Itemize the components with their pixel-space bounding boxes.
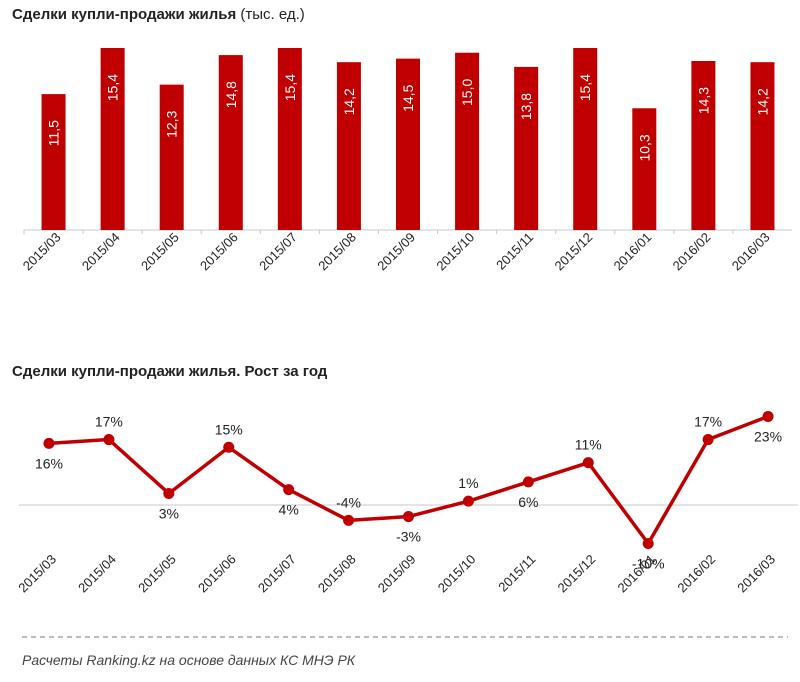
line-value-label: 1%	[458, 475, 478, 491]
line-x-tick-label: 2015/07	[255, 552, 299, 596]
bar-x-tick-label: 2015/04	[79, 230, 123, 274]
line-value-label: 11%	[575, 437, 602, 453]
bar-2015/09	[396, 58, 420, 230]
bar-value-label: 14,2	[754, 88, 770, 115]
line-point-2015/11	[522, 476, 534, 488]
line-x-tick-label: 2015/11	[495, 552, 538, 595]
line-point-2015/10	[462, 495, 474, 507]
bar-2015/05	[159, 84, 184, 231]
bar-value-label: 14,8	[223, 81, 239, 108]
bar-2015/10	[455, 52, 480, 231]
line-point-2015/06	[223, 441, 235, 453]
line-value-label: 4%	[279, 502, 299, 518]
line-value-label: 3%	[159, 505, 179, 521]
bar-chart-title-text: Сделки купли-продажи жилья	[12, 6, 237, 23]
bar-x-tick-label: 2015/12	[552, 230, 596, 274]
bar-2015/12	[573, 48, 598, 230]
bar-x-tick-label: 2015/06	[197, 230, 241, 274]
line-point-2015/07	[283, 484, 295, 496]
bar-value-label: 14,2	[341, 88, 357, 115]
line-value-label: 15%	[215, 421, 243, 437]
bar-x-tick-label: 2015/07	[256, 230, 300, 274]
line-point-2015/04	[103, 434, 115, 446]
bar-value-label: 14,3	[695, 87, 711, 114]
line-x-tick-label: 2015/10	[435, 552, 479, 596]
line-x-tick-label: 2015/12	[555, 552, 599, 596]
bar-x-tick-label: 2015/11	[493, 230, 536, 273]
bar-x-tick-label: 2016/02	[670, 230, 714, 274]
line-x-tick-label: 2015/04	[75, 552, 119, 596]
bar-chart-unit: (тыс. ед.)	[240, 6, 305, 23]
line-chart-title-text: Сделки купли-продажи жилья. Рост за год	[12, 363, 328, 380]
bar-value-label: 12,3	[164, 110, 180, 137]
bar-x-tick-label: 2016/03	[729, 230, 773, 274]
bar-value-label: 15,4	[282, 74, 298, 101]
bar-x-tick-label: 2016/01	[611, 230, 655, 274]
bar-value-label: 11,5	[46, 120, 62, 146]
line-point-2015/03	[43, 437, 55, 449]
line-value-label: 17%	[95, 414, 123, 430]
source-footnote: Расчеты Ranking.kz на основе данных КС М…	[22, 652, 356, 668]
bar-2015/07	[277, 48, 302, 230]
bar-x-tick-label: 2015/09	[374, 230, 418, 274]
bar-chart-title: Сделки купли-продажи жилья (тыс. ед.)	[12, 6, 305, 23]
line-series-growth	[48, 414, 769, 546]
line-value-label: -3%	[396, 529, 421, 545]
bar-2015/04	[100, 48, 125, 230]
bar-2016/03	[750, 62, 775, 230]
bar-value-label: 15,4	[105, 74, 121, 101]
line-chart-title: Сделки купли-продажи жилья. Рост за год	[12, 363, 327, 380]
line-point-2015/09	[403, 511, 414, 523]
bar-x-tick-label: 2015/05	[138, 230, 182, 274]
line-value-label: -4%	[336, 494, 361, 510]
line-point-2016/03	[762, 410, 774, 422]
line-x-tick-label: 2016/02	[674, 552, 718, 596]
line-x-tick-label: 2015/06	[195, 552, 239, 596]
bar-value-label: 15,4	[577, 74, 593, 101]
line-x-tick-label: 2016/03	[734, 552, 778, 596]
line-point-2016/01	[642, 538, 654, 549]
line-value-label: 6%	[518, 494, 538, 510]
line-value-label: 16%	[35, 455, 63, 471]
line-x-tick-label: 2015/09	[375, 552, 419, 596]
line-point-2015/05	[163, 487, 175, 499]
bar-x-tick-label: 2015/03	[20, 230, 64, 274]
line-point-2016/02	[702, 434, 714, 446]
bar-2015/08	[336, 62, 361, 230]
bar-2015/03	[41, 94, 66, 230]
line-x-tick-label: 2015/08	[315, 552, 359, 596]
bar-x-tick-label: 2015/08	[315, 230, 359, 274]
bar-2015/11	[514, 66, 539, 230]
bar-2016/01	[632, 108, 657, 230]
line-x-tick-label: 2015/03	[15, 552, 59, 596]
bar-x-tick-label: 2015/10	[433, 230, 477, 274]
bar-value-label: 10,3	[636, 134, 652, 161]
bar-value-label: 15,0	[459, 79, 475, 106]
line-point-2015/12	[582, 457, 594, 469]
bar-2015/06	[218, 55, 243, 230]
line-x-tick-label: 2015/05	[135, 552, 179, 596]
line-value-label: 17%	[694, 414, 722, 430]
line-point-2015/08	[343, 514, 355, 526]
line-value-label: -10%	[632, 556, 665, 572]
bar-2016/02	[691, 61, 716, 230]
bar-value-label: 14,5	[400, 84, 416, 111]
line-value-label: 23%	[754, 428, 782, 444]
bar-value-label: 13,8	[518, 93, 534, 120]
